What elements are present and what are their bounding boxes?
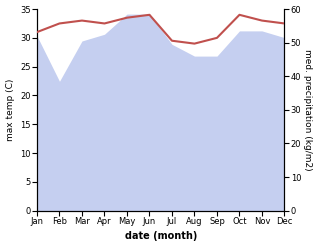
Y-axis label: max temp (C): max temp (C) [5,79,15,141]
X-axis label: date (month): date (month) [125,231,197,242]
Y-axis label: med. precipitation (kg/m2): med. precipitation (kg/m2) [303,49,313,171]
